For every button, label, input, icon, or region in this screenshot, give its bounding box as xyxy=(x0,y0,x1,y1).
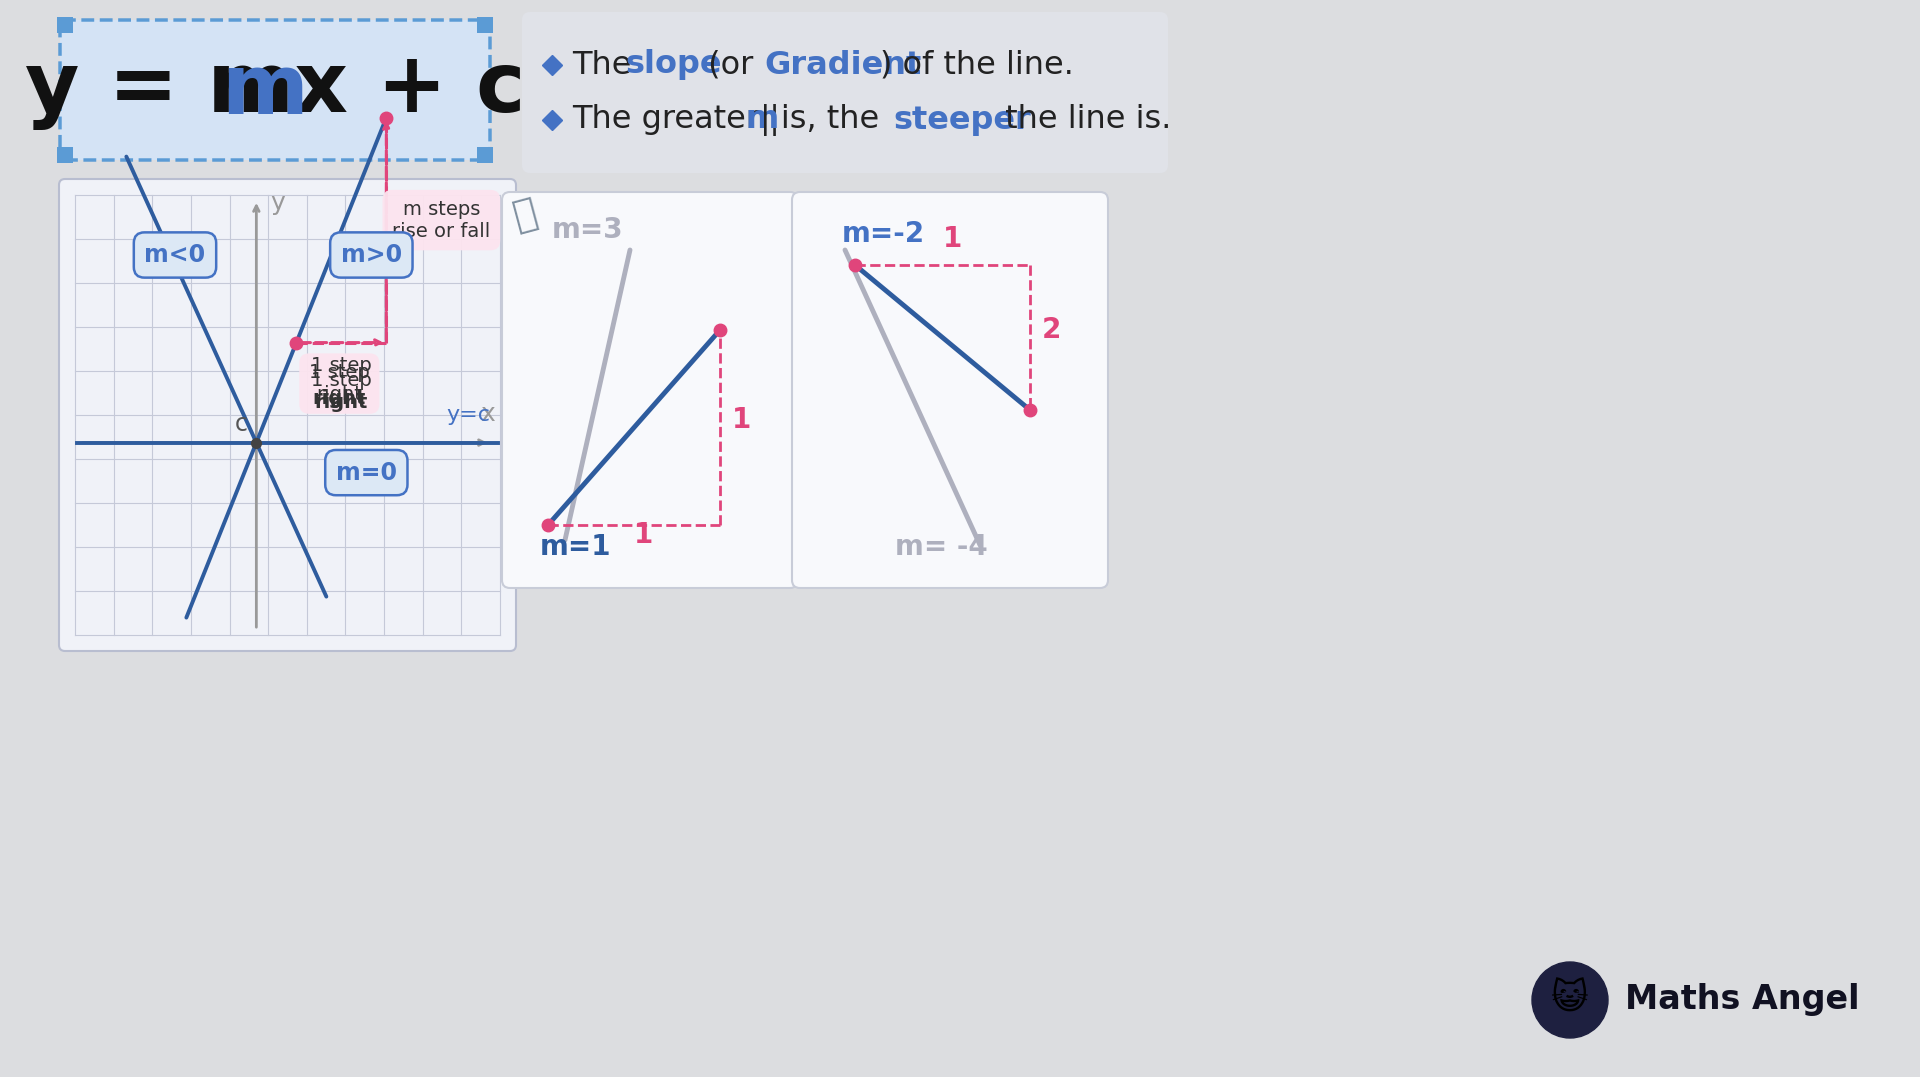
Text: 1: 1 xyxy=(634,521,653,549)
Text: m<0: m<0 xyxy=(144,243,205,267)
Text: Gradient: Gradient xyxy=(764,50,922,81)
Text: 😺: 😺 xyxy=(1551,983,1590,1017)
Text: c: c xyxy=(234,411,248,435)
Circle shape xyxy=(1532,962,1609,1038)
Text: the line is.: the line is. xyxy=(995,104,1171,136)
Text: steeper: steeper xyxy=(893,104,1031,136)
FancyBboxPatch shape xyxy=(58,146,73,163)
FancyBboxPatch shape xyxy=(60,20,490,160)
Text: m: m xyxy=(745,104,780,136)
Text: y=c: y=c xyxy=(445,405,490,424)
Text: The: The xyxy=(572,50,641,81)
Text: right: right xyxy=(315,393,369,411)
FancyBboxPatch shape xyxy=(58,17,73,33)
Text: y: y xyxy=(271,191,284,215)
Text: 1: 1 xyxy=(732,406,751,434)
Text: m steps
rise or fall: m steps rise or fall xyxy=(392,199,490,240)
Text: m=0: m=0 xyxy=(336,461,397,485)
FancyBboxPatch shape xyxy=(476,17,493,33)
Text: right: right xyxy=(313,389,367,408)
Text: 1 step: 1 step xyxy=(311,355,372,375)
Text: m=3: m=3 xyxy=(553,216,624,244)
Text: m= -4: m= -4 xyxy=(895,533,987,561)
Text: x: x xyxy=(480,402,495,425)
Text: The greater |: The greater | xyxy=(572,104,780,136)
FancyBboxPatch shape xyxy=(60,179,516,651)
FancyBboxPatch shape xyxy=(791,192,1108,588)
Text: m=-2: m=-2 xyxy=(843,220,925,248)
FancyBboxPatch shape xyxy=(522,12,1167,173)
Text: | is, the: | is, the xyxy=(760,104,889,136)
Text: 🖇: 🖇 xyxy=(509,194,541,236)
Text: m: m xyxy=(221,50,309,130)
Text: m=1: m=1 xyxy=(540,533,611,561)
FancyBboxPatch shape xyxy=(501,192,799,588)
Text: ) of the line.: ) of the line. xyxy=(881,50,1075,81)
Text: 2: 2 xyxy=(1043,316,1062,344)
Text: 1: 1 xyxy=(943,225,962,253)
Text: y = mx + c: y = mx + c xyxy=(25,50,526,130)
Text: m>0: m>0 xyxy=(340,243,401,267)
Text: Maths Angel: Maths Angel xyxy=(1624,983,1859,1017)
Text: 1 step: 1 step xyxy=(311,372,372,390)
Text: slope: slope xyxy=(626,50,722,81)
FancyBboxPatch shape xyxy=(476,146,493,163)
Text: 1 step
right: 1 step right xyxy=(309,363,371,404)
Text: (or: (or xyxy=(697,50,764,81)
